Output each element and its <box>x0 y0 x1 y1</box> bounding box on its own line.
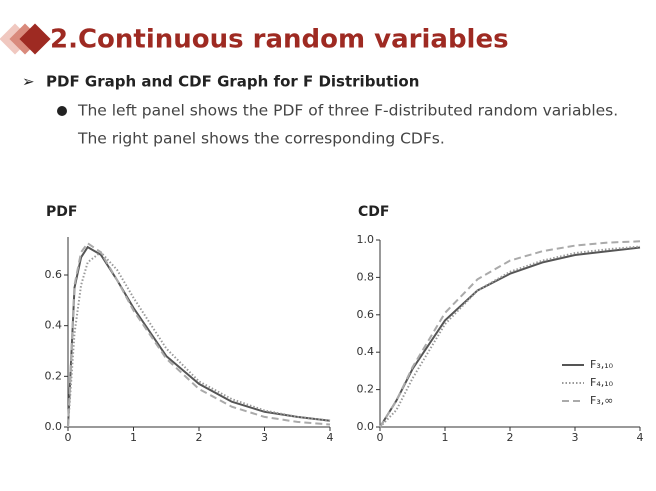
legend-label: F₃,₁₀ <box>590 358 614 371</box>
y-tick-label: 0.0 <box>45 420 63 433</box>
y-tick-label: 0.2 <box>45 369 63 382</box>
y-tick-label: 0.4 <box>45 319 63 332</box>
y-tick-label: 1.0 <box>357 233 375 246</box>
y-tick-label: 0.6 <box>45 268 63 281</box>
line-series <box>67 250 331 428</box>
subtitle: PDF Graph and CDF Graph for F Distributi… <box>46 73 419 91</box>
y-tick-label: 0.0 <box>357 420 375 433</box>
line-series <box>379 240 641 428</box>
line-series <box>67 241 331 428</box>
bullet-dot <box>57 106 67 116</box>
title-icon <box>0 23 51 55</box>
x-tick-label: 2 <box>196 431 203 444</box>
y-tick-label: 0.8 <box>357 270 375 283</box>
y-tick-label: 0.4 <box>357 345 375 358</box>
x-tick-label: 0 <box>65 431 72 444</box>
x-tick-label: 3 <box>572 431 579 444</box>
chart-title: PDF <box>46 204 77 220</box>
bullet-text: The right panel shows the corresponding … <box>77 130 445 148</box>
slide-title: 2.Continuous random variables <box>50 25 509 55</box>
line-series <box>67 245 331 428</box>
x-tick-label: 1 <box>130 431 137 444</box>
chart-title: CDF <box>358 204 389 220</box>
legend-label: F₄,₁₀ <box>590 376 614 389</box>
x-tick-label: 1 <box>442 431 449 444</box>
x-tick-label: 4 <box>327 431 334 444</box>
y-tick-label: 0.2 <box>357 383 375 396</box>
arrow-icon: ➢ <box>22 73 35 91</box>
line-series <box>379 245 641 428</box>
x-tick-label: 4 <box>637 431 644 444</box>
x-tick-label: 3 <box>261 431 268 444</box>
x-tick-label: 2 <box>507 431 514 444</box>
y-tick-label: 0.6 <box>357 308 375 321</box>
x-tick-label: 0 <box>377 431 384 444</box>
bullet-text: The left panel shows the PDF of three F-… <box>77 102 618 120</box>
legend-label: F₃,∞ <box>590 394 613 407</box>
